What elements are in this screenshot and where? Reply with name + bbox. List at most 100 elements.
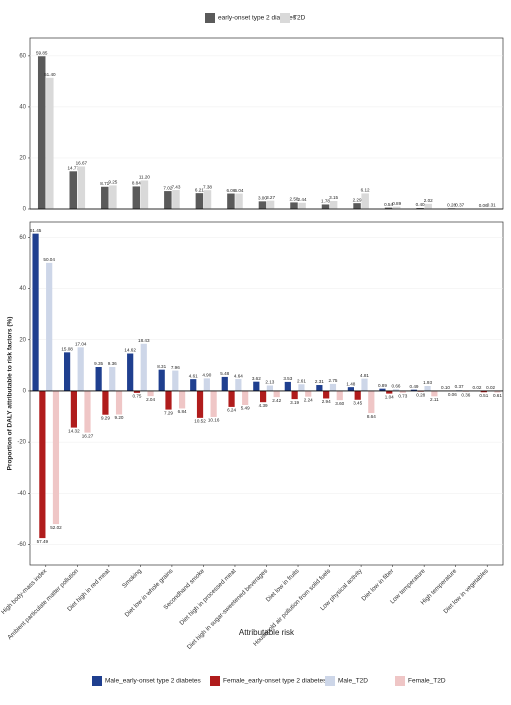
value-label: 2.42 — [272, 398, 281, 403]
value-label: 4.39 — [259, 403, 268, 408]
value-label: 0.89 — [392, 201, 401, 206]
bar — [292, 391, 298, 399]
value-label: 16.27 — [82, 433, 94, 438]
value-label: 4.90 — [202, 373, 211, 378]
value-label: 8.64 — [367, 414, 376, 419]
value-label: 17.04 — [75, 342, 87, 347]
legend-swatch — [325, 676, 335, 686]
value-label: 10.16 — [208, 418, 220, 423]
value-label: 7.29 — [164, 410, 173, 415]
bar — [179, 391, 185, 409]
value-label: 7.96 — [171, 365, 180, 370]
bar — [305, 391, 311, 397]
bar — [348, 387, 354, 391]
value-label: 15.08 — [61, 347, 73, 352]
bar — [109, 367, 115, 391]
x-tick-label: Diet low in fruits — [265, 568, 301, 604]
value-label: 57.49 — [37, 539, 49, 544]
bar — [204, 190, 212, 209]
legend-swatch — [205, 13, 215, 23]
bar — [361, 193, 369, 209]
value-label: 0.89 — [378, 383, 387, 388]
bar — [316, 385, 322, 391]
value-label: 11.20 — [139, 175, 151, 180]
bar — [84, 391, 90, 433]
bar — [197, 391, 203, 418]
bar — [32, 234, 38, 391]
bar — [53, 391, 59, 524]
value-label: 7.38 — [203, 184, 212, 189]
bar — [147, 391, 153, 396]
legend-swatch — [280, 13, 290, 23]
bar — [222, 377, 228, 391]
y-tick-label: 0 — [23, 207, 27, 213]
bar — [353, 203, 361, 209]
value-label: 8.84 — [132, 181, 141, 186]
bar — [253, 382, 259, 391]
bar — [46, 263, 52, 391]
value-label: 6.04 — [235, 188, 244, 193]
bar — [196, 193, 204, 209]
bar — [127, 354, 133, 391]
y-axis-title: Proportion of DALY attributable to risk … — [7, 317, 14, 471]
bar — [355, 391, 361, 400]
bar — [337, 391, 343, 400]
x-tick-label: Diet low in fiber — [360, 568, 395, 603]
bar — [96, 367, 102, 391]
value-label: 1.93 — [423, 380, 432, 385]
value-label: 9.29 — [101, 415, 110, 420]
legend-swatch — [92, 676, 102, 686]
bar — [159, 370, 165, 391]
value-label: 3.15 — [329, 195, 338, 200]
x-tick-label: Smoking — [121, 567, 143, 589]
value-label: 5.48 — [220, 371, 229, 376]
bar — [322, 204, 330, 209]
bar — [267, 385, 273, 390]
y-tick-label: 60 — [19, 235, 26, 241]
value-label: 8.31 — [157, 364, 166, 369]
value-label: 2.31 — [315, 379, 324, 384]
x-axis-title: Attributable risk — [239, 628, 295, 637]
value-label: 9.36 — [108, 361, 117, 366]
bar — [260, 391, 266, 402]
y-tick-label: 40 — [19, 104, 26, 110]
bar — [330, 384, 336, 391]
value-label: 5.49 — [241, 406, 250, 411]
value-label: 6.24 — [227, 408, 236, 413]
bar — [172, 190, 180, 209]
value-label: 0.51 — [479, 393, 488, 398]
value-label: 3.60 — [335, 401, 344, 406]
bar — [38, 56, 46, 209]
value-label: 2.02 — [424, 198, 433, 203]
value-label: 0.61 — [493, 393, 502, 398]
bar — [274, 391, 280, 397]
value-label: 0.49 — [409, 384, 418, 389]
value-label: 0.36 — [461, 393, 470, 398]
bar — [78, 347, 84, 391]
value-label: 9.25 — [108, 180, 117, 185]
bar — [235, 379, 241, 391]
value-label: 3.62 — [252, 376, 261, 381]
bar — [101, 187, 109, 209]
legend-label: Female_early-onset type 2 diabetes — [223, 678, 327, 685]
bar — [133, 186, 141, 209]
value-label: 1.04 — [385, 394, 394, 399]
value-label: 2.11 — [430, 397, 439, 402]
value-label: 0.10 — [441, 385, 450, 390]
value-label: 9.35 — [94, 361, 103, 366]
legend-label: T2D — [293, 15, 306, 22]
bar — [235, 194, 243, 209]
y-tick-label: 20 — [19, 156, 26, 162]
value-label: 3.45 — [353, 400, 362, 405]
value-label: 51.40 — [44, 72, 56, 77]
value-label: 4.61 — [189, 373, 198, 378]
bar — [70, 171, 78, 209]
legend-label: Male_T2D — [338, 678, 368, 685]
value-label: 0.28 — [416, 392, 425, 397]
value-label: 16.67 — [76, 161, 88, 166]
bar — [165, 391, 171, 410]
bar — [361, 379, 367, 391]
y-tick-label: -40 — [17, 491, 26, 497]
bar — [424, 386, 430, 391]
bar — [259, 201, 267, 209]
